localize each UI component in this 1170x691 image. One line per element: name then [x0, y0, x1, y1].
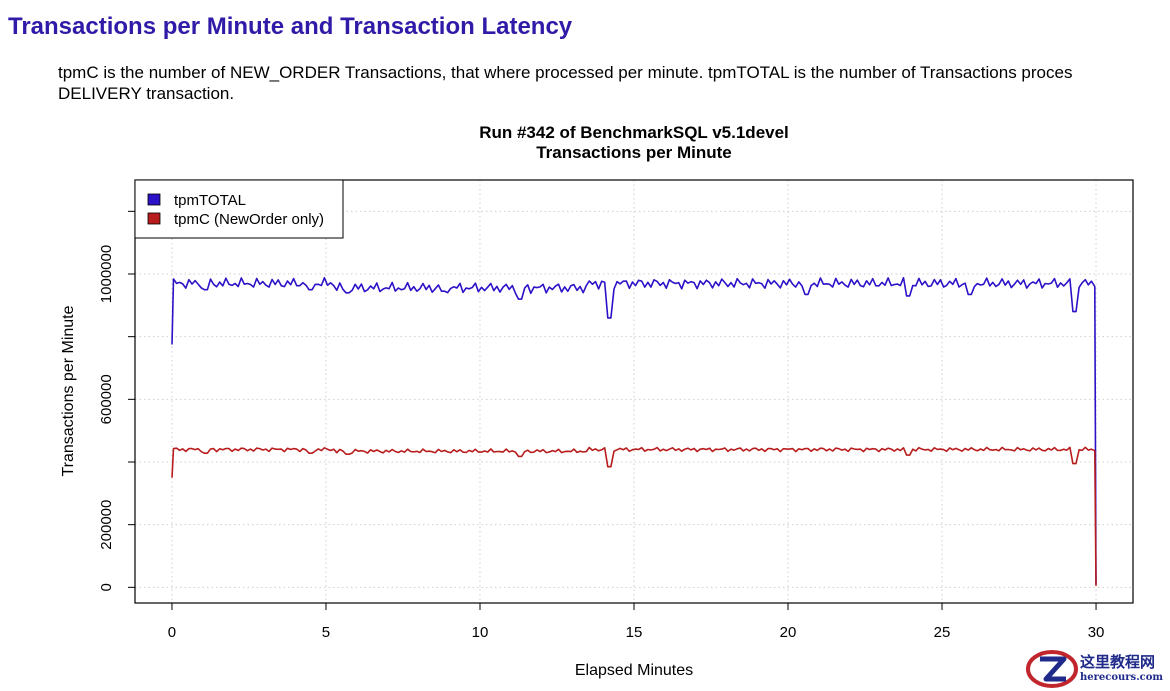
chart-title: Run #342 of BenchmarkSQL v5.1devel	[479, 123, 789, 142]
chart-grid	[135, 180, 1133, 603]
x-tick-label-20: 20	[780, 624, 797, 641]
legend-label-tpmc: tpmC (NewOrder only)	[174, 211, 324, 228]
legend-box	[134, 179, 344, 239]
y-tick-label-200000: 200000	[98, 500, 115, 550]
legend: tpmTOTAL tpmC (NewOrder only)	[134, 179, 344, 239]
chart-series-layer	[171, 277, 1097, 586]
y-tick-label-600000: 600000	[98, 374, 115, 424]
x-tick-label-30: 30	[1088, 624, 1105, 641]
x-tick-label-5: 5	[322, 624, 330, 641]
y-axis: 0 200000 600000 1000000	[98, 210, 135, 592]
intro-line-2: DELIVERY transaction.	[58, 84, 235, 103]
series-line-tpmc	[171, 446, 1097, 586]
legend-swatch-tpmtotal	[147, 193, 161, 206]
watermark-site-name: 这里教程网	[1080, 653, 1156, 671]
x-tick-label-15: 15	[626, 624, 643, 641]
intro-text: tpmC is the number of NEW_ORDER Transact…	[58, 62, 1170, 104]
tpm-chart: Run #342 of BenchmarkSQL v5.1devel Trans…	[60, 123, 1134, 679]
x-tick-label-10: 10	[472, 624, 489, 641]
y-tick-label-0: 0	[98, 583, 115, 591]
x-axis: 0 5 10 15 20 25 30	[168, 602, 1105, 641]
x-tick-label-0: 0	[168, 624, 176, 641]
y-tick-label-1000000: 1000000	[98, 245, 115, 303]
watermark: 这里教程网 herecours.com	[1022, 648, 1170, 691]
x-tick-label-25: 25	[934, 624, 951, 641]
y-axis-label: Transactions per Minute	[60, 305, 77, 476]
x-axis-label: Elapsed Minutes	[575, 662, 693, 679]
legend-label-tpmtotal: tpmTOTAL	[174, 192, 246, 209]
watermark-url: herecours.com	[1080, 672, 1164, 683]
page-heading: Transactions per Minute and Transaction …	[8, 13, 573, 40]
intro-line-1: tpmC is the number of NEW_ORDER Transact…	[58, 63, 1073, 82]
series-line-tpmtotal	[171, 277, 1097, 585]
legend-swatch-tpmc	[147, 212, 161, 225]
watermark-logo-icon	[1026, 650, 1078, 688]
chart-subtitle: Transactions per Minute	[536, 143, 732, 162]
